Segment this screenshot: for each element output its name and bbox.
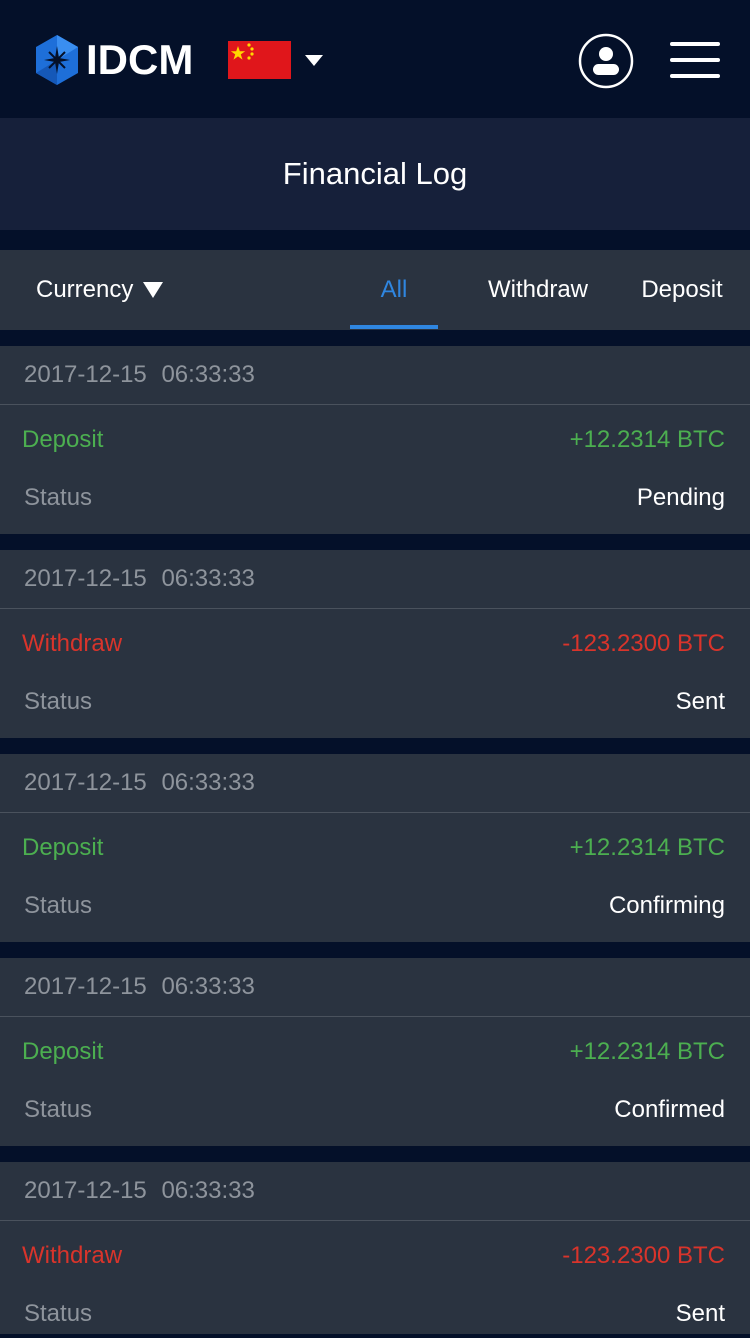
brand-name: IDCM: [86, 36, 194, 83]
filter-bar: Currency All Withdraw Deposit: [0, 250, 750, 330]
record-datetime: 2017-12-15 06:33:33: [24, 550, 255, 608]
page-title: Financial Log: [282, 156, 468, 191]
record-time: 06:33:33: [161, 973, 255, 1000]
record-date: 2017-12-15: [24, 1177, 147, 1204]
list-item[interactable]: 2017-12-15 06:33:33 Withdraw -123.2300 B…: [0, 1162, 750, 1334]
status-label: Status: [24, 1096, 93, 1123]
divider: [0, 1016, 750, 1017]
triangle-down-icon: [143, 282, 164, 298]
status-label: Status: [24, 1300, 93, 1327]
active-tab-indicator: [350, 325, 438, 329]
record-amount: +12.2314 BTC: [569, 834, 725, 861]
record-time: 06:33:33: [161, 565, 255, 592]
status-value: Confirmed: [614, 1096, 725, 1123]
record-type: Deposit: [22, 834, 104, 861]
status-label: Status: [24, 688, 93, 715]
record-type: Deposit: [22, 426, 104, 453]
divider: [0, 812, 750, 813]
status-value: Sent: [675, 688, 725, 715]
record-amount: -123.2300 BTC: [562, 630, 725, 657]
record-type: Withdraw: [22, 1242, 123, 1269]
chevron-down-icon[interactable]: [305, 55, 323, 66]
record-time: 06:33:33: [161, 769, 255, 796]
record-date: 2017-12-15: [24, 565, 147, 592]
status-label: Status: [24, 892, 93, 919]
status-label: Status: [24, 484, 93, 511]
record-time: 06:33:33: [161, 361, 255, 388]
record-date: 2017-12-15: [24, 361, 147, 388]
record-datetime: 2017-12-15 06:33:33: [24, 958, 255, 1016]
divider: [0, 608, 750, 609]
user-icon[interactable]: [578, 33, 634, 89]
currency-label: Currency: [36, 276, 134, 303]
list-item[interactable]: 2017-12-15 06:33:33 Deposit +12.2314 BTC…: [0, 958, 750, 1146]
record-date: 2017-12-15: [24, 973, 147, 1000]
list-item[interactable]: 2017-12-15 06:33:33 Withdraw -123.2300 B…: [0, 550, 750, 738]
list-item[interactable]: 2017-12-15 06:33:33 Deposit +12.2314 BTC…: [0, 346, 750, 534]
record-amount: -123.2300 BTC: [562, 1242, 725, 1269]
idcm-logo-icon[interactable]: [34, 34, 80, 86]
record-datetime: 2017-12-15 06:33:33: [24, 1162, 255, 1220]
record-datetime: 2017-12-15 06:33:33: [24, 346, 255, 404]
title-bar: Financial Log: [0, 118, 750, 230]
record-type: Deposit: [22, 1038, 104, 1065]
divider: [0, 1220, 750, 1221]
record-type: Withdraw: [22, 630, 123, 657]
record-amount: +12.2314 BTC: [569, 426, 725, 453]
divider: [0, 404, 750, 405]
hamburger-menu-icon[interactable]: [670, 40, 720, 80]
record-date: 2017-12-15: [24, 769, 147, 796]
tab-deposit[interactable]: Deposit: [641, 276, 723, 303]
status-value: Pending: [636, 484, 725, 511]
status-value: Sent: [675, 1300, 725, 1327]
china-flag-icon[interactable]: [228, 41, 291, 79]
status-value: Confirming: [608, 892, 725, 919]
list-item[interactable]: 2017-12-15 06:33:33 Deposit +12.2314 BTC…: [0, 754, 750, 942]
record-amount: +12.2314 BTC: [569, 1038, 725, 1065]
tab-withdraw[interactable]: Withdraw: [487, 276, 589, 303]
tab-all[interactable]: All: [380, 276, 408, 303]
app-header: IDCM: [0, 0, 750, 118]
record-datetime: 2017-12-15 06:33:33: [24, 754, 255, 812]
currency-dropdown[interactable]: Currency: [36, 250, 164, 330]
record-time: 06:33:33: [161, 1177, 255, 1204]
